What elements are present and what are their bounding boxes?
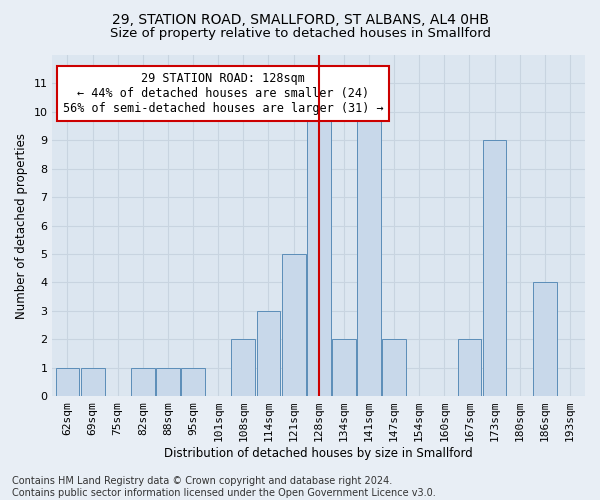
Bar <box>156 368 180 396</box>
X-axis label: Distribution of detached houses by size in Smallford: Distribution of detached houses by size … <box>164 447 473 460</box>
Text: 29 STATION ROAD: 128sqm
← 44% of detached houses are smaller (24)
56% of semi-de: 29 STATION ROAD: 128sqm ← 44% of detache… <box>63 72 383 115</box>
Text: Contains HM Land Registry data © Crown copyright and database right 2024.
Contai: Contains HM Land Registry data © Crown c… <box>12 476 436 498</box>
Bar <box>482 140 506 396</box>
Bar <box>458 339 481 396</box>
Bar <box>307 112 331 396</box>
Bar <box>257 311 280 396</box>
Bar <box>80 368 104 396</box>
Bar <box>357 112 381 396</box>
Bar <box>332 339 356 396</box>
Y-axis label: Number of detached properties: Number of detached properties <box>15 132 28 318</box>
Bar <box>533 282 557 396</box>
Bar <box>232 339 255 396</box>
Bar <box>181 368 205 396</box>
Bar <box>131 368 155 396</box>
Text: 29, STATION ROAD, SMALLFORD, ST ALBANS, AL4 0HB: 29, STATION ROAD, SMALLFORD, ST ALBANS, … <box>112 12 488 26</box>
Text: Size of property relative to detached houses in Smallford: Size of property relative to detached ho… <box>110 28 491 40</box>
Bar <box>281 254 305 396</box>
Bar <box>56 368 79 396</box>
Bar <box>382 339 406 396</box>
